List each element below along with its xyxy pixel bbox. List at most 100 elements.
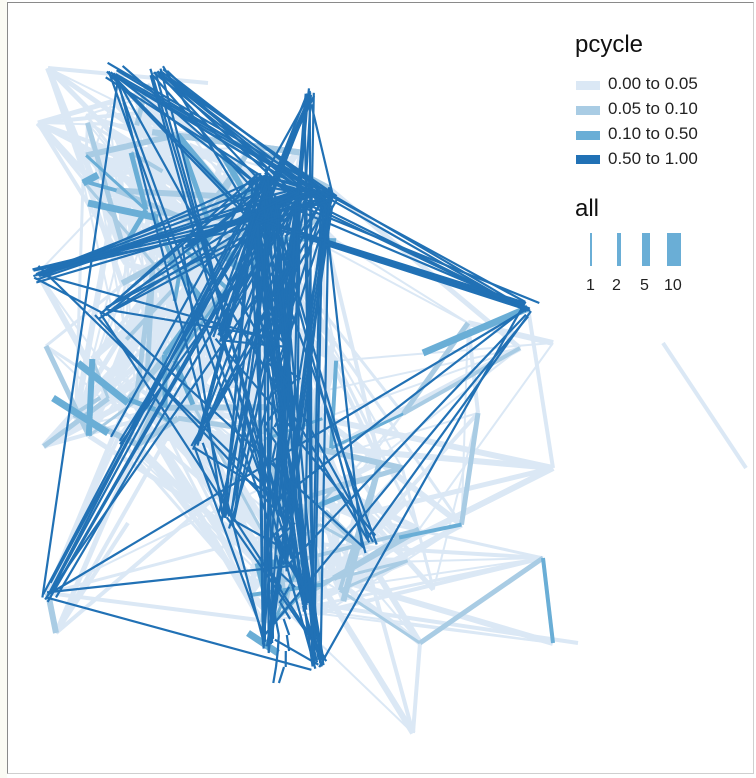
network-edge <box>44 197 326 601</box>
network-edge <box>365 310 532 541</box>
network-edge <box>276 282 281 300</box>
network-edge <box>277 666 286 684</box>
network-edge <box>269 570 283 588</box>
network-edge <box>303 198 314 604</box>
network-edge <box>285 634 291 652</box>
network-edge <box>301 607 554 644</box>
legend-width-title: all <box>575 195 600 222</box>
network-edge <box>274 202 281 220</box>
network-edge <box>194 221 257 444</box>
legend-label-1: 0.05 to 0.10 <box>608 99 698 118</box>
network-edge <box>289 313 527 564</box>
network-edge <box>282 198 298 504</box>
network-edge <box>278 586 291 604</box>
network-edge <box>296 195 301 437</box>
network-edge <box>45 596 312 671</box>
legend-width-label-1: 1 <box>586 277 595 294</box>
network-edge <box>51 395 110 436</box>
network-edge <box>156 71 259 180</box>
network-edge <box>418 555 545 646</box>
network-edge <box>272 666 278 684</box>
legend-swatch-2 <box>576 131 600 140</box>
network-edge <box>201 442 231 517</box>
network-edge <box>271 586 283 604</box>
network-edge <box>271 442 278 460</box>
network-edge <box>193 446 267 642</box>
network-edge <box>255 198 334 226</box>
network-edge <box>272 330 289 348</box>
network-edge <box>271 458 279 476</box>
network-edge <box>116 69 324 197</box>
network-edge <box>262 348 288 645</box>
network-edge <box>36 195 271 276</box>
network-edge <box>263 426 277 444</box>
network-edge <box>307 601 579 645</box>
network-edge <box>264 298 275 316</box>
network-edge <box>216 181 268 327</box>
network-edge <box>119 196 300 445</box>
network-edge <box>172 276 181 302</box>
network-edge <box>271 394 276 412</box>
network-edge <box>279 458 287 476</box>
network-edge <box>288 561 312 602</box>
network-edge <box>541 557 555 644</box>
network-edge <box>263 314 275 332</box>
network-edge <box>459 412 481 525</box>
network-edge <box>322 195 363 546</box>
network-edge <box>106 313 366 550</box>
network-plot <box>32 61 748 735</box>
plot-panel: pcycle 0.00 to 0.05 0.05 to 0.10 0.10 to… <box>7 2 754 774</box>
network-edge <box>270 490 275 508</box>
network-edge <box>87 433 289 567</box>
network-edge <box>274 618 280 636</box>
network-edge <box>263 410 276 428</box>
network-edge <box>35 218 249 284</box>
network-edge <box>282 202 291 220</box>
network-edge <box>37 265 279 501</box>
network-edge <box>267 200 327 649</box>
network-edge <box>116 437 276 619</box>
network-edge <box>277 522 296 540</box>
network-edge <box>222 212 256 331</box>
network-edge <box>398 522 462 540</box>
network-edge <box>319 187 331 661</box>
network-edge <box>53 443 140 634</box>
network-edge <box>272 298 287 316</box>
network-edge <box>128 152 149 211</box>
network-edge <box>264 282 273 300</box>
network-edge <box>272 506 288 524</box>
network-edge <box>460 322 469 525</box>
network-edge <box>54 521 130 635</box>
network-edge <box>276 346 285 364</box>
network-edge <box>263 330 277 348</box>
legend-color-title: pcycle <box>575 31 644 58</box>
network-edge <box>273 410 284 428</box>
network-edge <box>47 591 275 624</box>
network-edge <box>271 426 285 444</box>
network-edge <box>285 197 331 567</box>
network-edge <box>279 602 292 620</box>
network-edge <box>106 70 247 217</box>
network-edge <box>119 216 255 447</box>
network-edge <box>280 378 298 396</box>
network-edge <box>276 218 281 236</box>
network-edge <box>353 465 554 519</box>
network-edge <box>661 341 748 470</box>
network-edge <box>263 176 281 351</box>
network-edge <box>466 322 480 414</box>
network-edge <box>276 538 283 556</box>
network-edge <box>418 342 554 531</box>
network-edge <box>285 250 294 268</box>
network-edge <box>280 506 295 524</box>
network-edge <box>33 276 108 317</box>
network-edge <box>276 234 280 252</box>
legend-width-bar-10 <box>667 233 681 266</box>
network-edge <box>285 218 290 236</box>
network-edge <box>334 360 421 531</box>
network-edge <box>162 68 331 199</box>
network-edge <box>339 559 409 592</box>
network-edge <box>261 176 529 311</box>
network-edge <box>32 213 258 271</box>
network-edge <box>282 618 291 636</box>
network-edge <box>309 535 401 595</box>
